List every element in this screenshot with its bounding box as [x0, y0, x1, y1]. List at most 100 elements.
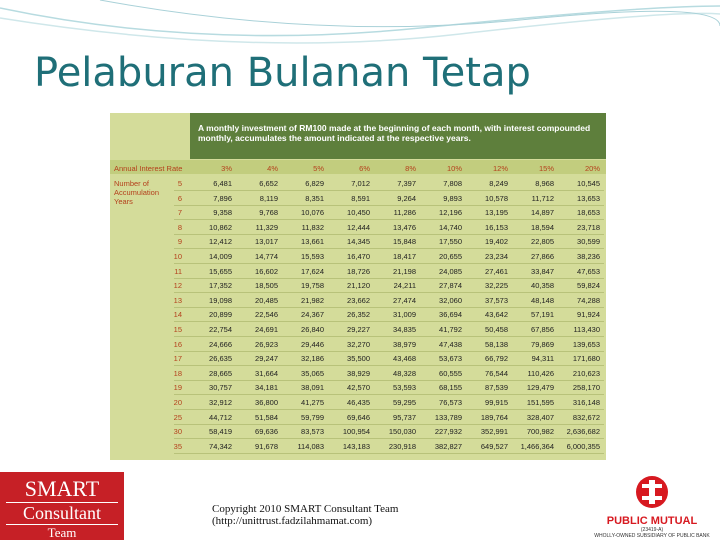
logo-text: Consultant — [6, 502, 118, 525]
table-value: 26,923 — [255, 339, 278, 349]
table-value: 66,792 — [485, 354, 508, 364]
logo-tagline: WHOLLY-OWNED SUBSIDIARY OF PUBLIC BANK — [594, 533, 710, 539]
table-value: 53,593 — [393, 383, 416, 393]
year-label: 13 — [173, 295, 182, 305]
table-value: 91,924 — [577, 310, 600, 320]
table-value: 58,138 — [485, 339, 508, 349]
table-value: 29,247 — [255, 354, 278, 364]
table-value: 48,328 — [393, 368, 416, 378]
table-value: 24,211 — [393, 281, 416, 291]
row-rule — [174, 321, 604, 323]
table-value: 6,829 — [305, 179, 324, 188]
table-value: 210,623 — [572, 368, 600, 378]
table-value: 17,624 — [301, 266, 324, 276]
row-rule — [174, 292, 604, 294]
year-label: 11 — [174, 266, 182, 276]
table-value: 40,358 — [531, 281, 554, 291]
table-value: 74,342 — [209, 441, 232, 451]
table-value: 18,653 — [577, 208, 600, 218]
table-value: 15,593 — [301, 252, 324, 261]
table-value: 8,351 — [305, 193, 324, 203]
table-value: 50,458 — [485, 325, 508, 334]
year-label: 10 — [173, 252, 182, 261]
table-value: 33,847 — [531, 266, 554, 276]
table-value: 8,249 — [489, 179, 508, 188]
public-mutual-logo: PUBLIC MUTUAL (23419-A) WHOLLY-OWNED SUB… — [584, 472, 720, 540]
table-value: 76,573 — [439, 398, 462, 407]
table-value: 27,474 — [393, 295, 416, 305]
table-value: 9,768 — [259, 208, 278, 218]
table-value: 22,754 — [209, 325, 232, 334]
table-value: 2,636,682 — [566, 427, 600, 437]
table-value: 15,655 — [209, 266, 232, 276]
copyright: Copyright 2010 SMART Consultant Team (ht… — [212, 503, 398, 527]
table-value: 38,979 — [393, 339, 416, 349]
table-value: 24,367 — [301, 310, 324, 320]
table-value: 17,352 — [209, 281, 232, 291]
table-value: 18,594 — [531, 222, 554, 232]
row-rule — [174, 365, 604, 367]
table-value: 13,195 — [485, 208, 508, 218]
years-label: Number of Accumulation Years — [114, 179, 160, 206]
copyright-url: (http://unittrust.fadzilahmamat.com) — [212, 515, 373, 527]
table-value: 649,527 — [480, 441, 508, 451]
table-value: 100,954 — [342, 427, 370, 437]
table-value: 76,544 — [485, 368, 508, 378]
table-value: 10,545 — [577, 179, 600, 188]
table-value: 16,153 — [485, 222, 508, 232]
table-value: 59,824 — [577, 281, 600, 291]
table-value: 10,862 — [209, 222, 232, 232]
year-label: 14 — [173, 310, 182, 320]
table-value: 95,737 — [393, 412, 416, 422]
logo-text: SMART — [24, 476, 100, 501]
table-value: 10,450 — [347, 208, 370, 218]
table-value: 171,680 — [572, 354, 600, 364]
table-value: 26,352 — [347, 310, 370, 320]
year-label: 7 — [177, 208, 182, 218]
table-value: 133,789 — [434, 412, 462, 422]
year-label: 15 — [173, 325, 182, 334]
year-label: 30 — [173, 427, 182, 437]
table-value: 8,968 — [535, 179, 554, 188]
table-value: 30,599 — [577, 237, 600, 247]
table-value: 19,402 — [485, 237, 508, 247]
row-rule — [174, 306, 604, 308]
row-rule — [174, 394, 604, 396]
table-value: 16,470 — [347, 252, 370, 261]
year-label: 6 — [177, 193, 182, 203]
table-value: 23,234 — [485, 252, 508, 261]
table-value: 32,186 — [301, 354, 324, 364]
decor-waves — [0, 0, 720, 44]
table-value: 31,009 — [393, 310, 416, 320]
table-value: 382,827 — [434, 441, 462, 451]
year-label: 35 — [173, 441, 182, 451]
table-value: 46,435 — [347, 398, 370, 407]
table-value: 8,591 — [351, 193, 370, 203]
row-rule — [174, 190, 604, 191]
table-value: 9,264 — [397, 193, 416, 203]
table-value: 15,848 — [393, 237, 416, 247]
table-value: 7,012 — [351, 179, 370, 188]
table-value: 139,653 — [572, 339, 600, 349]
table-value: 258,170 — [572, 383, 600, 393]
table-value: 19,098 — [209, 295, 232, 305]
year-label: 19 — [173, 383, 182, 393]
table-value: 30,757 — [209, 383, 232, 393]
header-row — [110, 160, 606, 174]
interest-table: A monthly investment of RM100 made at th… — [110, 113, 606, 460]
table-value: 36,800 — [255, 398, 278, 407]
table-value: 13,653 — [577, 193, 600, 203]
table-value: 230,918 — [388, 441, 416, 451]
table-value: 43,468 — [393, 354, 416, 364]
table-value: 27,866 — [531, 252, 554, 261]
table-value: 11,712 — [531, 193, 554, 203]
row-rule — [174, 248, 604, 250]
table-value: 12,196 — [439, 208, 462, 218]
rate-label: 15% — [538, 164, 554, 173]
table-value: 13,476 — [393, 222, 416, 232]
table-value: 94,311 — [531, 354, 554, 364]
table-value: 110,426 — [527, 368, 554, 378]
table-value: 113,430 — [573, 325, 600, 334]
table-value: 41,792 — [439, 325, 462, 334]
table-value: 20,899 — [209, 310, 232, 320]
